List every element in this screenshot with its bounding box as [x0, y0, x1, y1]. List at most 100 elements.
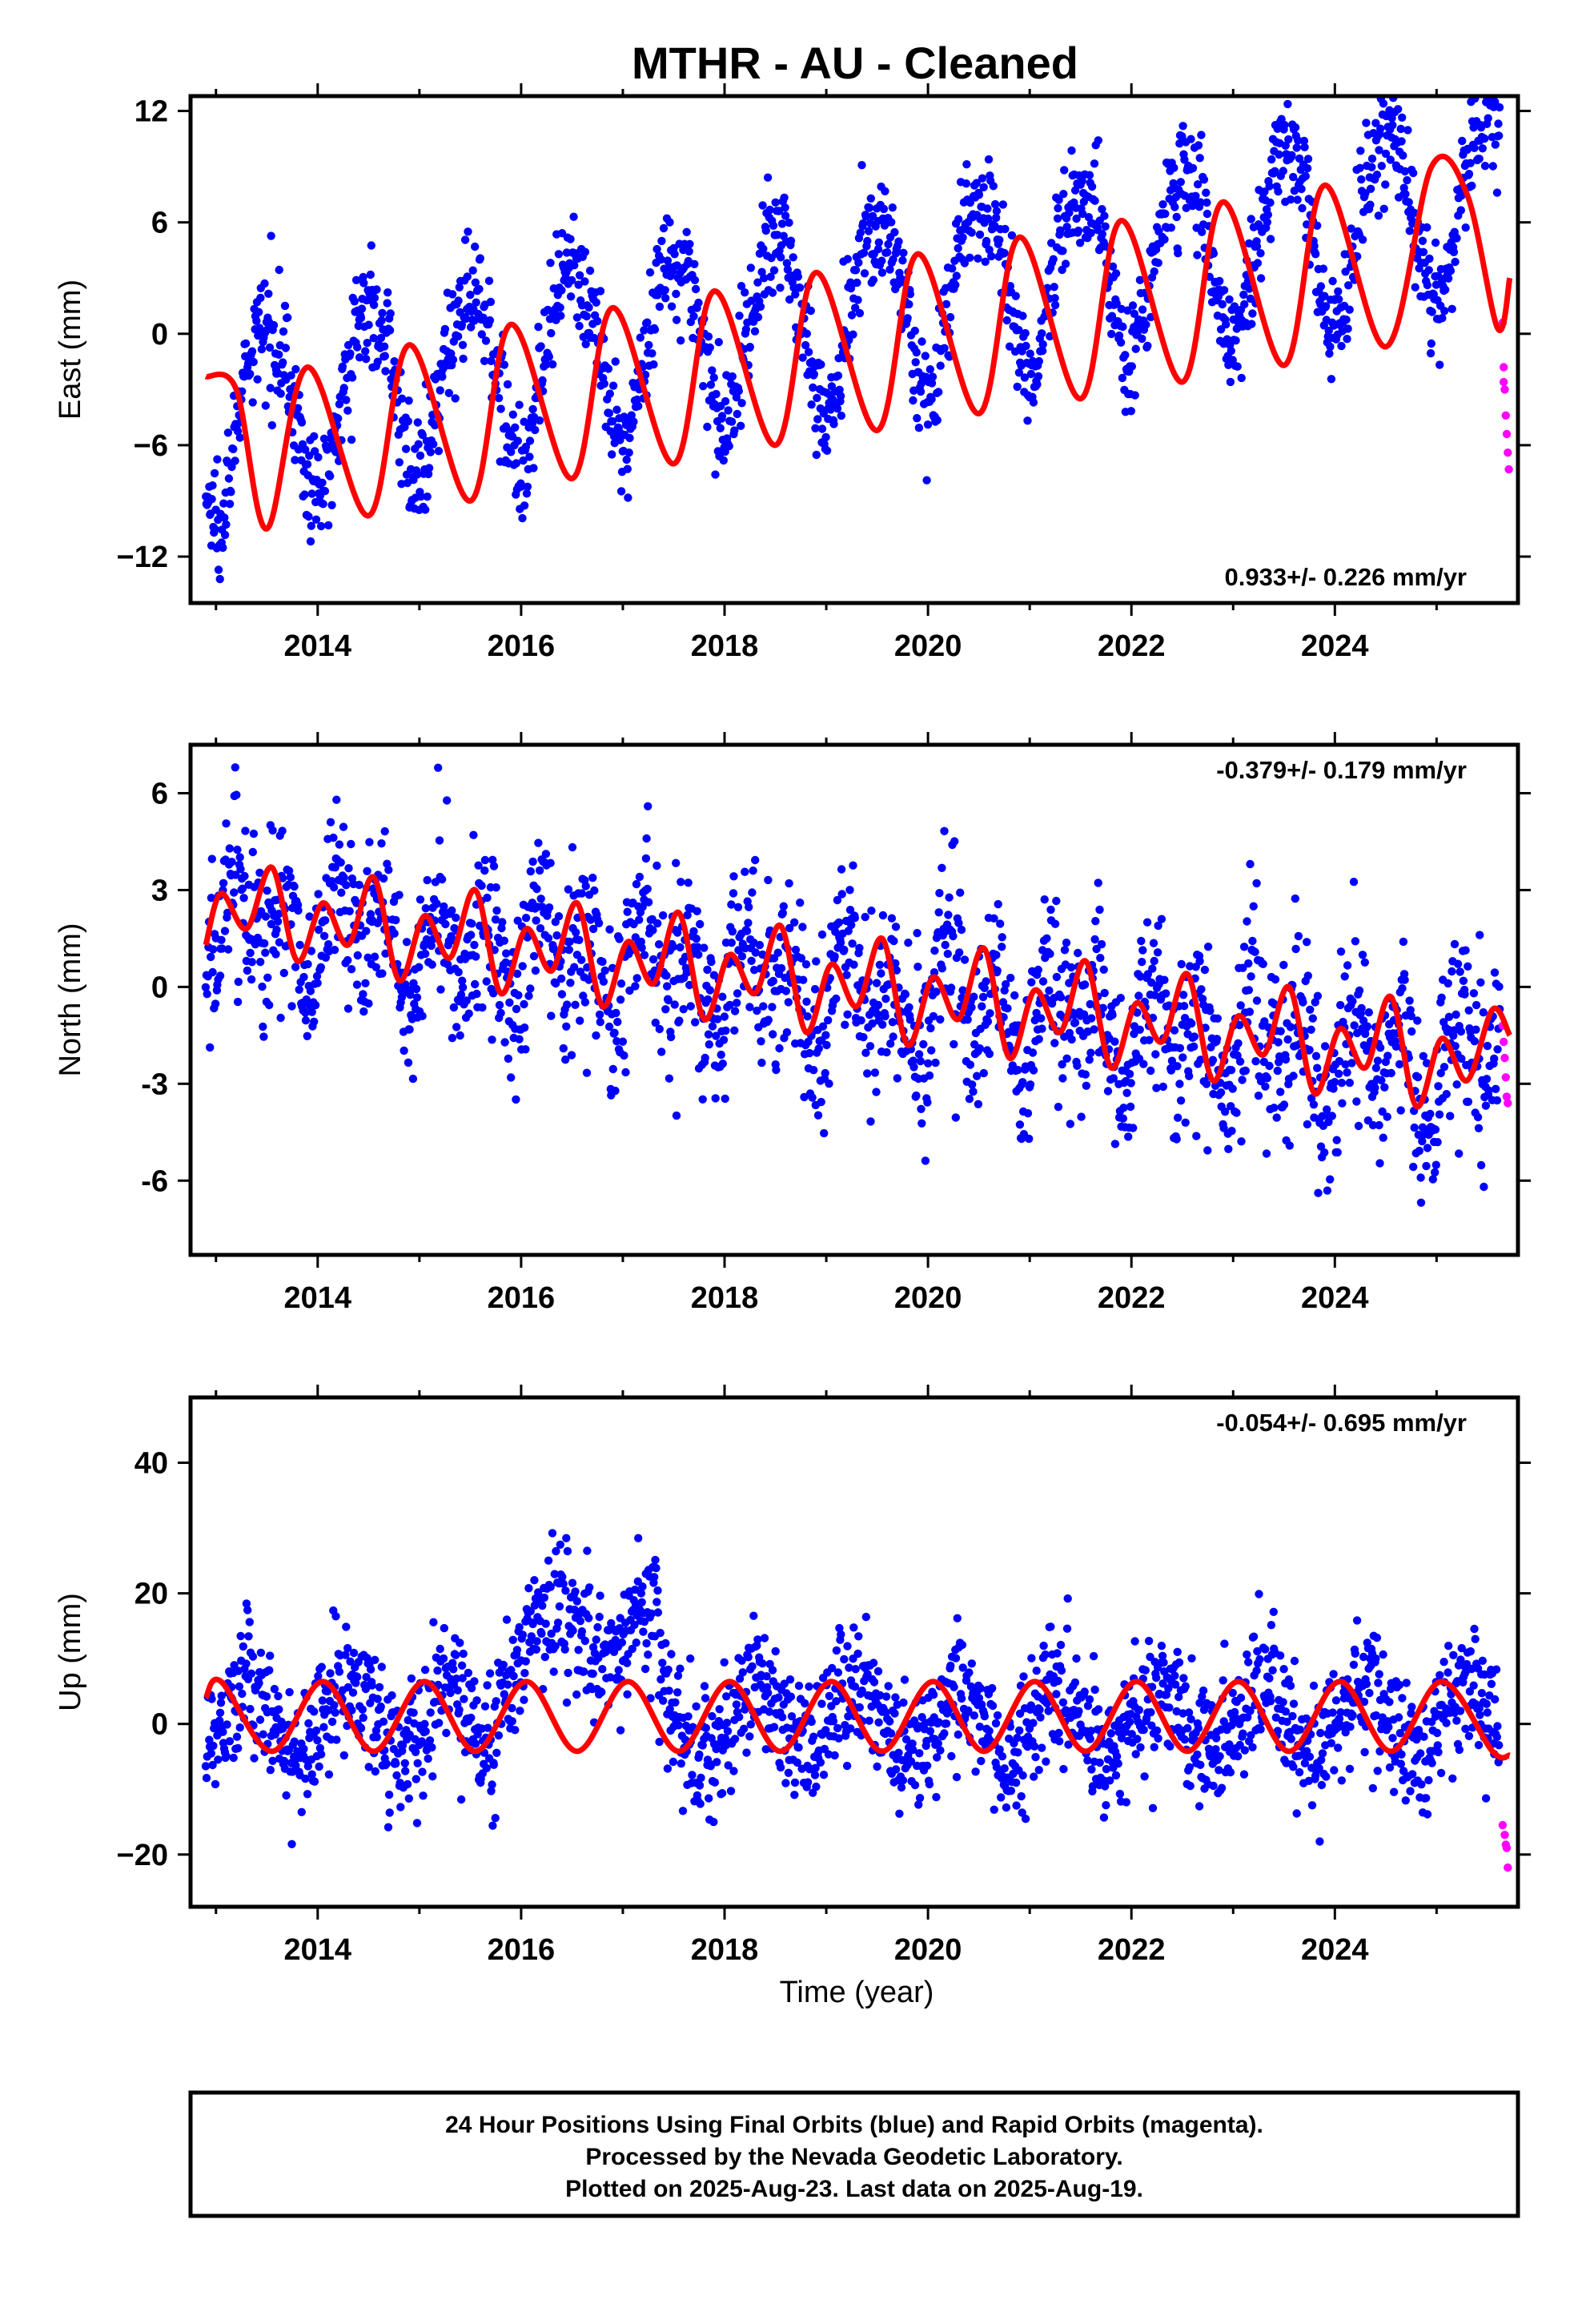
east-final-point: [1248, 309, 1257, 318]
north-final-point: [1336, 947, 1346, 956]
up-final-point: [347, 1706, 356, 1715]
east-final-point: [584, 303, 593, 312]
east-final-point: [523, 482, 532, 491]
north-final-point: [737, 952, 747, 961]
north-final-point: [1185, 1072, 1194, 1080]
north-rapid-point: [1500, 1037, 1508, 1047]
north-final-point: [286, 873, 295, 882]
east-final-point: [372, 285, 381, 294]
east-final-point: [211, 525, 219, 534]
north-final-point: [733, 999, 741, 1007]
east-final-point: [644, 340, 653, 350]
north-final-point: [211, 999, 220, 1008]
north-final-point: [768, 1003, 777, 1011]
east-final-point: [1427, 308, 1436, 316]
east-final-point: [404, 396, 413, 405]
north-final-point: [361, 979, 370, 988]
up-final-point: [592, 1635, 600, 1644]
north-final-point: [809, 1066, 818, 1075]
north-final-point: [1235, 1057, 1245, 1066]
north-final-point: [1203, 1146, 1212, 1155]
north-final-point: [608, 1064, 617, 1074]
up-final-point: [488, 1780, 496, 1789]
north-final-point: [452, 913, 460, 923]
north-final-point: [1495, 982, 1504, 991]
up-final-point: [412, 1775, 420, 1783]
east-final-point: [1446, 266, 1456, 275]
east-final-point: [857, 161, 866, 170]
east-final-point: [486, 297, 496, 307]
north-final-point: [1252, 996, 1262, 1005]
east-final-point: [650, 325, 660, 334]
north-final-point: [330, 946, 339, 955]
up-final-point: [209, 1741, 218, 1751]
north-final-point: [712, 1031, 721, 1040]
north-final-point: [505, 998, 514, 1007]
east-final-point: [774, 207, 784, 215]
north-final-point: [437, 875, 447, 884]
north-final-point: [246, 948, 255, 958]
north-final-point: [532, 916, 540, 925]
east-rapid-point: [1500, 363, 1508, 372]
east-final-point: [756, 302, 765, 312]
north-final-point: [1480, 1182, 1488, 1192]
north-final-point: [810, 985, 820, 994]
north-final-point: [261, 912, 271, 921]
north-final-point: [1313, 1063, 1322, 1072]
east-final-point: [890, 227, 899, 237]
up-final-point: [384, 1790, 394, 1799]
east-final-point: [1108, 262, 1118, 271]
up-final-point: [551, 1642, 560, 1651]
up-final-point: [291, 1761, 300, 1770]
east-final-point: [319, 434, 329, 443]
up-final-point: [409, 1708, 418, 1717]
north-final-point: [588, 924, 598, 934]
north-final-point: [1400, 975, 1409, 984]
north-final-point: [661, 1005, 670, 1014]
north-final-point: [685, 980, 694, 990]
east-final-point: [885, 265, 894, 274]
east-final-point: [1111, 269, 1121, 278]
up-final-point: [419, 1791, 428, 1800]
north-final-point: [1493, 1045, 1502, 1054]
north-final-point: [279, 968, 288, 978]
east-model-curve: [204, 153, 1513, 532]
north-final-point: [483, 893, 492, 903]
north-final-point: [220, 927, 230, 935]
east-final-point: [1013, 382, 1022, 392]
east-final-point: [519, 456, 528, 465]
north-final-point: [1323, 1186, 1332, 1195]
east-final-point: [1054, 195, 1063, 204]
up-final-point: [290, 1737, 299, 1746]
north-final-point: [1363, 1022, 1372, 1031]
east-final-point: [694, 298, 703, 308]
north-final-point: [526, 984, 535, 993]
north-final-point: [275, 938, 284, 947]
north-final-point: [1330, 1078, 1339, 1087]
north-final-point: [637, 943, 646, 952]
east-final-point: [304, 512, 313, 521]
north-final-point: [689, 927, 698, 936]
east-final-point: [1424, 266, 1433, 275]
north-final-point: [950, 1039, 958, 1049]
east-final-point: [1279, 167, 1288, 175]
north-final-point: [1170, 1026, 1179, 1035]
up-final-point: [915, 1794, 925, 1803]
east-final-point: [705, 343, 714, 352]
north-final-point: [812, 957, 821, 966]
up-final-point: [232, 1732, 242, 1741]
east-final-point: [1468, 181, 1476, 191]
north-final-point: [209, 945, 218, 954]
north-final-point: [1450, 939, 1460, 949]
north-final-point: [921, 1156, 930, 1165]
north-final-point: [1040, 895, 1049, 904]
east-final-point: [335, 400, 344, 408]
north-final-point: [704, 1030, 713, 1039]
east-final-point: [269, 320, 279, 330]
east-final-point: [1343, 335, 1351, 344]
north-final-point: [232, 790, 241, 799]
east-final-point: [477, 330, 486, 339]
north-final-point: [1308, 1014, 1318, 1023]
north-final-point: [552, 931, 561, 940]
east-final-point: [1379, 204, 1388, 213]
